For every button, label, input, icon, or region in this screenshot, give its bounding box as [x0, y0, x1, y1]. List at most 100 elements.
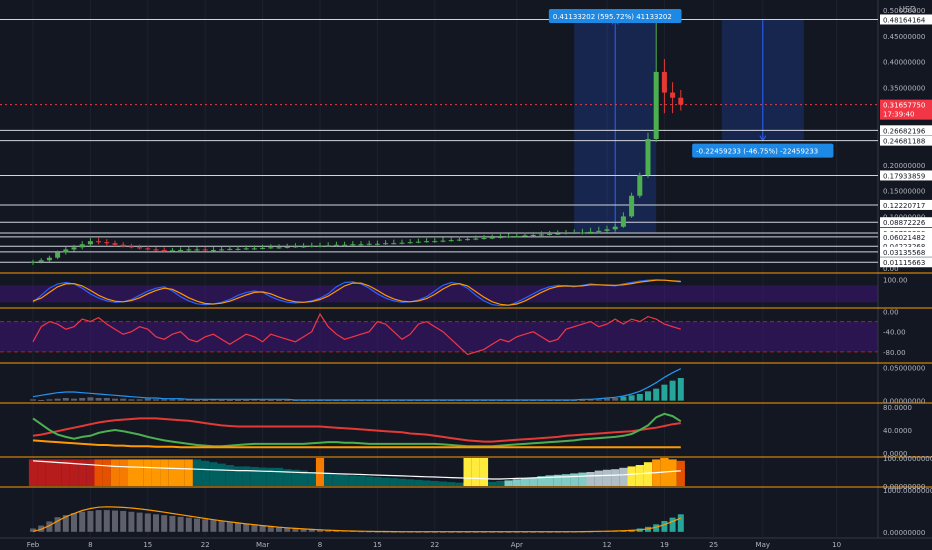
candle-body[interactable]: [481, 238, 487, 240]
candle-body[interactable]: [71, 247, 77, 250]
candle-body[interactable]: [563, 232, 569, 234]
oscillator-bar: [365, 476, 374, 486]
candle-body[interactable]: [227, 248, 233, 250]
candle-body[interactable]: [588, 231, 594, 233]
candle-body[interactable]: [670, 92, 676, 98]
candle-body[interactable]: [506, 236, 512, 238]
candle-body[interactable]: [465, 239, 471, 241]
candle-body[interactable]: [342, 244, 348, 246]
candle-body[interactable]: [612, 226, 618, 230]
candle-body[interactable]: [120, 244, 126, 247]
candle-body[interactable]: [424, 241, 430, 243]
candle-body[interactable]: [383, 243, 389, 245]
candle-body[interactable]: [284, 246, 290, 248]
candle-body[interactable]: [137, 247, 143, 249]
candle-body[interactable]: [30, 261, 36, 263]
candle-body[interactable]: [202, 249, 208, 251]
candle-body[interactable]: [194, 249, 200, 251]
oscillator-bar: [348, 475, 357, 486]
candle-body[interactable]: [104, 242, 110, 244]
candle-body[interactable]: [153, 249, 159, 251]
candle-body[interactable]: [96, 241, 102, 243]
candle-body[interactable]: [489, 237, 495, 239]
candle-body[interactable]: [186, 249, 192, 251]
indicator-tick-label: 0.00000000: [883, 398, 925, 406]
candle-body[interactable]: [260, 247, 266, 249]
indicator-panels[interactable]: [0, 272, 932, 533]
candle-body[interactable]: [473, 238, 479, 240]
indicator-bar: [677, 378, 684, 401]
candle-body[interactable]: [456, 239, 462, 241]
candle-body[interactable]: [210, 249, 216, 251]
candle-body[interactable]: [374, 243, 380, 245]
candle-body[interactable]: [333, 244, 339, 246]
candle-body[interactable]: [87, 241, 93, 245]
candle-body[interactable]: [432, 241, 438, 243]
candle-body[interactable]: [407, 242, 413, 244]
measurement-tools[interactable]: [574, 18, 804, 233]
candle-body[interactable]: [497, 237, 503, 239]
candle-body[interactable]: [219, 249, 225, 251]
candle-body[interactable]: [63, 249, 69, 253]
candle-body[interactable]: [547, 233, 553, 235]
candle-body[interactable]: [317, 245, 323, 247]
candle-body[interactable]: [79, 244, 85, 248]
indicator-bar: [202, 519, 209, 532]
candle-body[interactable]: [399, 242, 405, 244]
candle-body[interactable]: [522, 235, 528, 237]
candle-body[interactable]: [604, 229, 610, 231]
candle-body[interactable]: [645, 139, 651, 176]
candle-body[interactable]: [620, 216, 626, 227]
candle-body[interactable]: [448, 240, 454, 242]
candle-body[interactable]: [235, 248, 241, 250]
horizontal-levels[interactable]: [0, 18, 878, 263]
candle-body[interactable]: [301, 246, 307, 248]
candle-body[interactable]: [309, 245, 315, 247]
candle-body[interactable]: [145, 248, 151, 250]
candle-body[interactable]: [38, 260, 44, 262]
oscillator-bar: [438, 481, 448, 486]
candle-body[interactable]: [358, 244, 364, 246]
candle-body[interactable]: [55, 252, 61, 258]
candle-body[interactable]: [366, 243, 372, 245]
candle-body[interactable]: [325, 245, 331, 247]
level-label-box: [880, 14, 932, 25]
candle-body[interactable]: [276, 247, 282, 249]
candle-body[interactable]: [440, 240, 446, 242]
candle-body[interactable]: [629, 195, 635, 217]
level-label-box: [880, 125, 932, 136]
candle-body[interactable]: [243, 248, 249, 250]
time-axis[interactable]: Feb 8 15 22 Mar 8 15 22 Apr 12 19 25 May 10: [27, 541, 841, 549]
candle-body[interactable]: [128, 246, 134, 248]
candle-body[interactable]: [268, 247, 274, 249]
candle-body[interactable]: [46, 257, 52, 261]
candle-body[interactable]: [678, 97, 684, 105]
candle-body[interactable]: [653, 71, 659, 139]
candle-body[interactable]: [112, 243, 118, 245]
candle-body[interactable]: [530, 234, 536, 236]
candle-body[interactable]: [169, 250, 175, 252]
indicator-bar: [202, 400, 209, 401]
candle-body[interactable]: [579, 232, 585, 234]
candle-body[interactable]: [415, 241, 421, 243]
candle-body[interactable]: [538, 234, 544, 236]
indicator-line: [32, 460, 681, 480]
candle-body[interactable]: [350, 244, 356, 246]
oscillator-bar: [529, 477, 538, 486]
price-axis[interactable]: USD 0.50000000 0.45000000 0.40000000 0.3500…: [880, 5, 932, 537]
candle-body[interactable]: [251, 248, 257, 250]
candle-body[interactable]: [391, 243, 397, 245]
oscillator-bar: [627, 466, 636, 486]
candle-body[interactable]: [555, 233, 561, 235]
candle-body[interactable]: [514, 236, 520, 238]
candle-body[interactable]: [178, 249, 184, 251]
candle-body[interactable]: [637, 175, 643, 196]
candle-body[interactable]: [661, 71, 667, 93]
candle-body[interactable]: [292, 246, 298, 248]
candle-body[interactable]: [596, 230, 602, 232]
candle-body[interactable]: [571, 232, 577, 234]
price-candles[interactable]: [30, 19, 684, 265]
indicator-bar: [177, 516, 184, 532]
candle-body[interactable]: [161, 249, 167, 251]
